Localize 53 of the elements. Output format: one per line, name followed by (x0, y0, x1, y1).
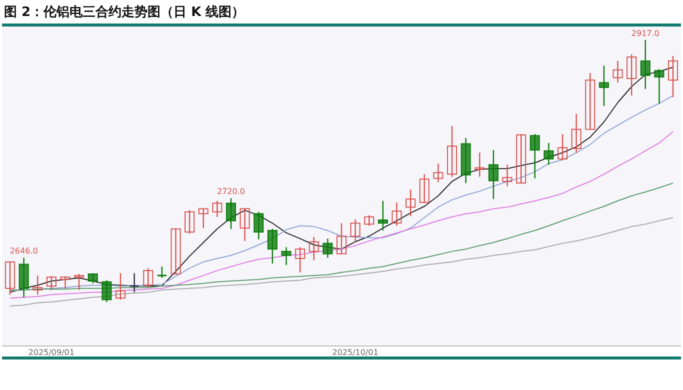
candlestick (102, 280, 112, 303)
candlestick (571, 113, 582, 154)
candlestick (88, 273, 98, 284)
x-tick-label: 2025/09/01 (28, 348, 74, 357)
candlestick (129, 272, 140, 293)
candlestick (336, 222, 346, 254)
candlestick (585, 72, 596, 130)
candlestick (212, 200, 222, 218)
candlestick (364, 214, 374, 226)
candlestick (322, 238, 333, 258)
annotation: 2917.0 (631, 29, 660, 38)
candlestick (267, 228, 278, 264)
candlestick (598, 65, 609, 107)
candlestick (502, 164, 512, 187)
candlestick (668, 55, 678, 98)
chart-title: 图 2：伦铝电三合约走势图（日 K 线图） (4, 4, 245, 20)
candlestick (32, 274, 43, 296)
candlestick (226, 198, 236, 230)
candlestick (170, 228, 181, 275)
candlestick (488, 149, 498, 200)
x-tick-label: 2025/10/01 (332, 348, 378, 357)
candlestick (406, 189, 416, 217)
candlestick (544, 142, 554, 166)
candlestick (626, 54, 637, 96)
candlestick (156, 266, 168, 278)
candlestick (392, 202, 402, 226)
candlestick (474, 152, 485, 178)
annotation: 2720.0 (217, 187, 245, 196)
candlestick (419, 174, 430, 204)
candlestick (433, 163, 444, 183)
candlestick (184, 210, 195, 234)
candlestick (116, 272, 126, 300)
candlestick (74, 273, 84, 291)
candlestick (654, 68, 664, 104)
candlestick (612, 60, 623, 84)
candlestick (378, 200, 388, 232)
candlestick (254, 211, 264, 240)
candlestick (240, 207, 250, 242)
candlestick (447, 125, 457, 178)
candlestick (640, 39, 650, 90)
candlestick (558, 133, 568, 162)
annotation: 2646.0 (10, 246, 38, 256)
candlestick (198, 208, 208, 229)
candlestick (295, 246, 306, 273)
candlestick (143, 268, 154, 288)
candlestick (516, 133, 526, 184)
candlestick (60, 276, 70, 289)
candlestick (350, 218, 360, 244)
candlestick (46, 276, 56, 291)
candlestick (308, 236, 319, 261)
candlestick (281, 246, 292, 266)
candlestick (5, 261, 15, 296)
candlestick (530, 133, 540, 179)
